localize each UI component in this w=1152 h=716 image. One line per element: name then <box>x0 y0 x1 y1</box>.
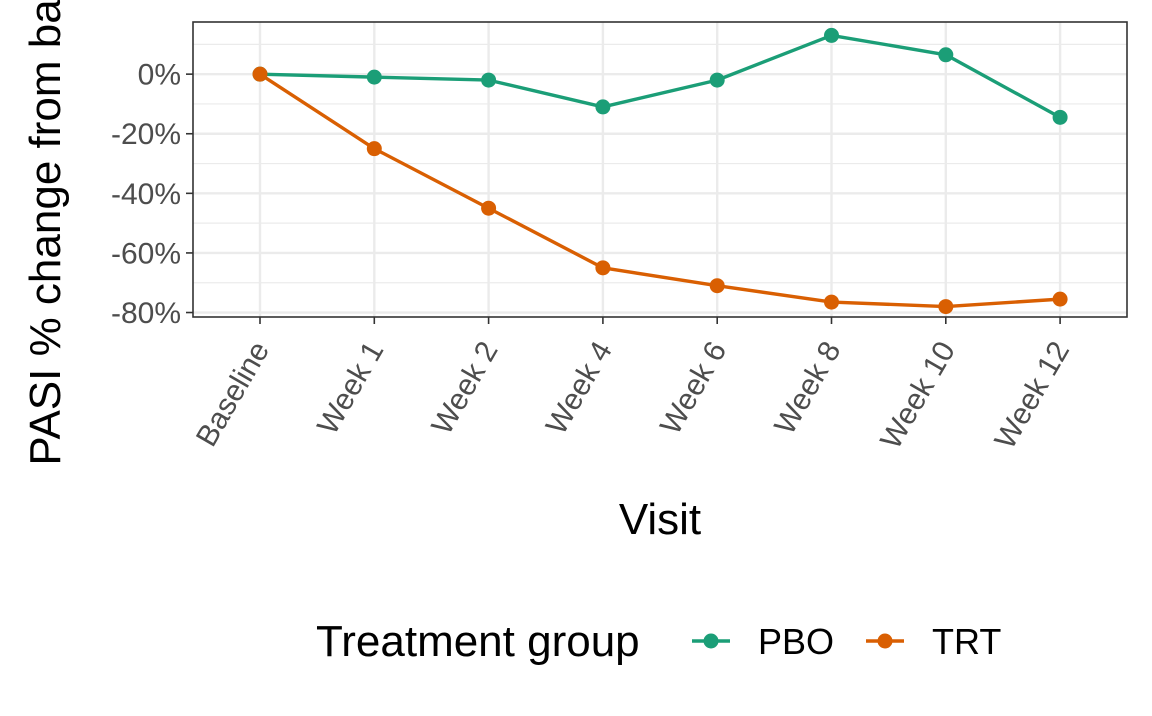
legend-item-pbo: PBO <box>692 621 834 662</box>
data-point-pbo <box>595 99 611 115</box>
data-point-pbo <box>481 72 497 88</box>
x-tick-label: Week 6 <box>654 336 733 440</box>
data-point-trt <box>481 200 497 216</box>
data-point-trt <box>824 294 839 310</box>
data-point-trt <box>938 299 954 315</box>
x-axis-title: Visit <box>619 495 701 544</box>
y-tick-label: -60% <box>111 237 181 270</box>
minor-grid <box>193 43 1127 284</box>
data-point-trt <box>252 66 268 82</box>
data-point-pbo <box>366 69 382 85</box>
y-tick-label: 0% <box>138 59 181 92</box>
x-tick-label: Baseline <box>190 336 276 452</box>
legend-label: TRT <box>932 621 1001 662</box>
legend-items: PBO TRT <box>692 621 1001 662</box>
plot-panel-border <box>192 21 1128 318</box>
data-point-pbo <box>938 47 954 63</box>
x-tick-label: Week 2 <box>425 336 504 440</box>
x-tick-label: Week 4 <box>540 336 619 440</box>
data-point-trt <box>1052 291 1068 307</box>
data-point-pbo <box>1052 109 1068 125</box>
x-tick-label: Week 10 <box>874 336 962 455</box>
legend-key-point <box>877 633 893 649</box>
x-axis: Baseline Week 1 Week 2 Week 4 Week 6 Week 8 We… <box>190 317 1076 455</box>
series-line-pbo <box>259 33 1061 119</box>
x-tick-label: Week 8 <box>768 336 847 440</box>
data-point-trt <box>366 141 382 157</box>
legend-item-trt: TRT <box>866 621 1001 662</box>
y-axis-title: PASI % change from baseline <box>21 0 70 466</box>
data-point-trt <box>709 278 725 294</box>
data-point-trt <box>595 260 611 276</box>
x-tick-label: Week 1 <box>311 336 390 440</box>
legend: Treatment group PBO TRT <box>316 617 1001 666</box>
plot-background <box>193 22 1127 317</box>
legend-label: PBO <box>758 621 834 662</box>
y-tick-label: -40% <box>111 178 181 211</box>
data-point-pbo <box>709 72 725 88</box>
series-line-trt <box>259 72 1061 309</box>
legend-key-point <box>703 633 719 649</box>
legend-title: Treatment group <box>316 617 640 666</box>
y-tick-label: -80% <box>111 297 181 330</box>
y-axis: 0% -20% -40% -60% -80% <box>111 59 193 330</box>
data-point-pbo <box>824 27 839 43</box>
x-tick-label: Week 12 <box>989 336 1077 455</box>
series-layer <box>252 27 1068 315</box>
y-tick-label: -20% <box>111 118 181 151</box>
